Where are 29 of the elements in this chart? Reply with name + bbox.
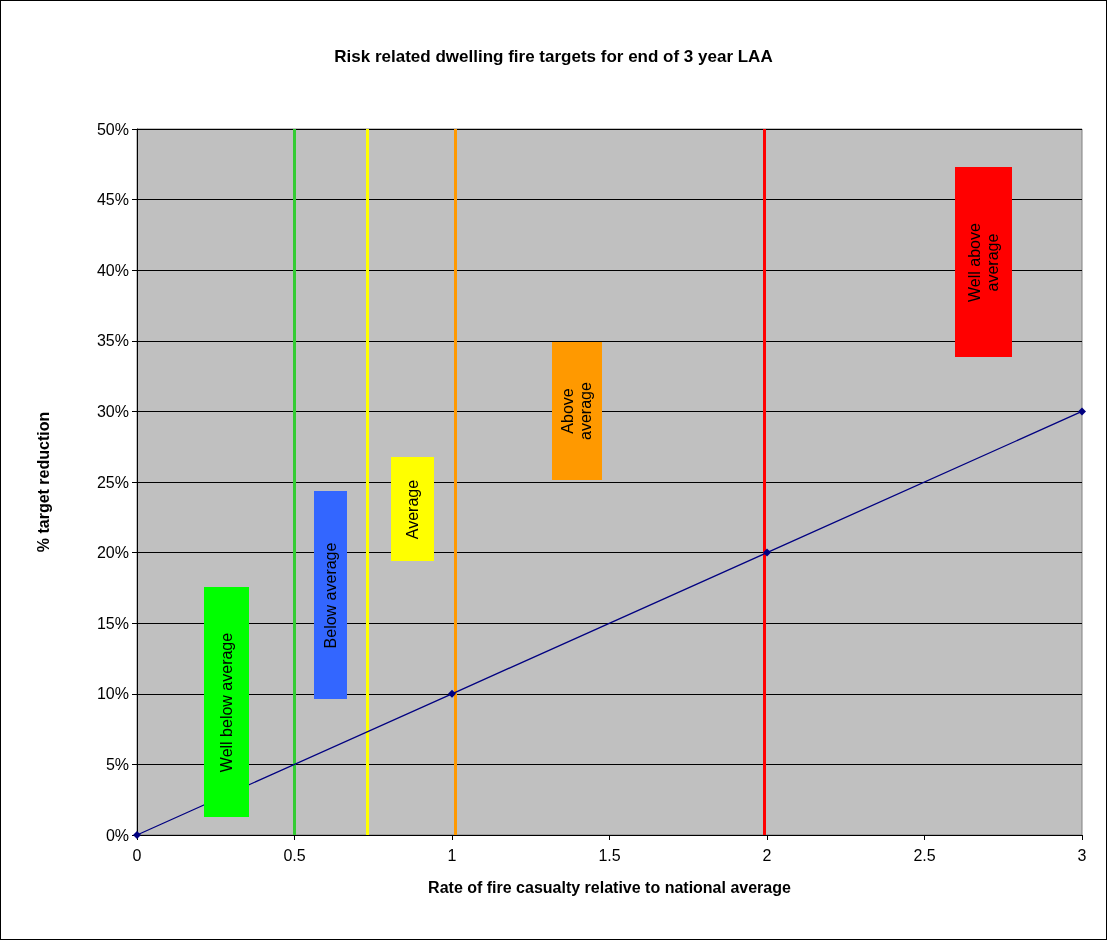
x-tick-label: 1.5 [598,846,621,864]
y-tick-label: 35% [96,332,129,350]
x-tick-label: 3 [1077,846,1087,864]
annotation: Below average [321,542,339,648]
point [448,689,456,698]
x-tick-label: 0 [132,846,142,864]
y-tick-label: 40% [96,261,129,279]
annotation: Well above average [965,221,1001,304]
x-tick-label: 2.5 [913,846,936,864]
y-tick-label: 5% [105,755,129,773]
y-tick-label: 10% [96,685,129,703]
point [1078,407,1086,416]
y-axis-title: % target reduction [34,411,52,553]
y-tick-label: 25% [96,473,129,491]
point [763,548,771,557]
y-tick-label: 15% [96,614,129,632]
annotation: Above average [559,381,595,442]
annotation: Average [403,479,421,539]
annotation: Well below average [217,632,235,772]
y-tick-label: 50% [96,120,129,138]
chart-title: Risk related dwelling fire targets for end of 3 year LAA [334,47,773,66]
y-tick-label: 20% [96,544,129,562]
y-tick-label: 30% [96,402,129,420]
y-tick-label: 45% [96,191,129,209]
x-axis-title: Rate of fire casualty relative to national average [428,878,791,896]
x-tick-label: 1 [447,846,457,864]
y-tick-label: 0% [105,826,129,844]
x-tick-label: 0.5 [283,846,306,864]
x-tick-label: 2 [762,846,772,864]
